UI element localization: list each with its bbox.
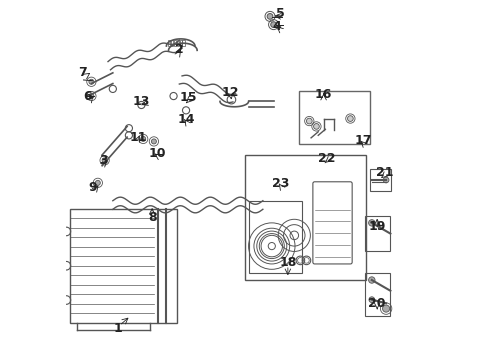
Bar	[177, 40, 179, 46]
Circle shape	[89, 94, 94, 99]
Circle shape	[102, 158, 107, 163]
Circle shape	[151, 139, 156, 144]
Text: 23: 23	[272, 177, 290, 190]
Text: 19: 19	[368, 220, 386, 233]
Text: 4: 4	[273, 20, 282, 33]
Circle shape	[306, 118, 312, 124]
Text: 3: 3	[99, 154, 108, 167]
Text: 9: 9	[89, 181, 98, 194]
Bar	[182, 40, 185, 46]
Text: 5: 5	[276, 8, 285, 21]
Bar	[171, 40, 173, 46]
Text: 7: 7	[78, 66, 87, 79]
Bar	[174, 40, 176, 46]
Text: 6: 6	[83, 90, 92, 103]
Circle shape	[89, 79, 94, 84]
Text: 21: 21	[375, 166, 393, 179]
Text: 16: 16	[315, 88, 332, 101]
Bar	[168, 40, 171, 46]
Text: 13: 13	[133, 95, 150, 108]
Text: 11: 11	[129, 131, 147, 144]
Text: 14: 14	[177, 113, 195, 126]
Text: 2: 2	[174, 43, 183, 56]
Text: 20: 20	[368, 297, 386, 310]
Circle shape	[267, 14, 273, 19]
Bar	[70, 208, 177, 323]
Circle shape	[314, 123, 319, 129]
Circle shape	[383, 177, 389, 183]
Circle shape	[141, 136, 146, 141]
Circle shape	[96, 180, 100, 185]
Text: 15: 15	[179, 91, 196, 104]
Bar	[180, 40, 182, 46]
Circle shape	[270, 22, 276, 27]
Circle shape	[383, 305, 390, 312]
Circle shape	[368, 220, 375, 226]
Text: 12: 12	[222, 86, 240, 99]
Text: 1: 1	[114, 322, 122, 335]
Text: 18: 18	[279, 256, 296, 269]
Text: 10: 10	[149, 147, 166, 160]
Text: 17: 17	[354, 134, 371, 147]
Circle shape	[347, 116, 353, 121]
Circle shape	[369, 297, 375, 302]
Text: 22: 22	[318, 152, 336, 165]
Text: 8: 8	[148, 211, 156, 224]
Circle shape	[368, 277, 375, 283]
